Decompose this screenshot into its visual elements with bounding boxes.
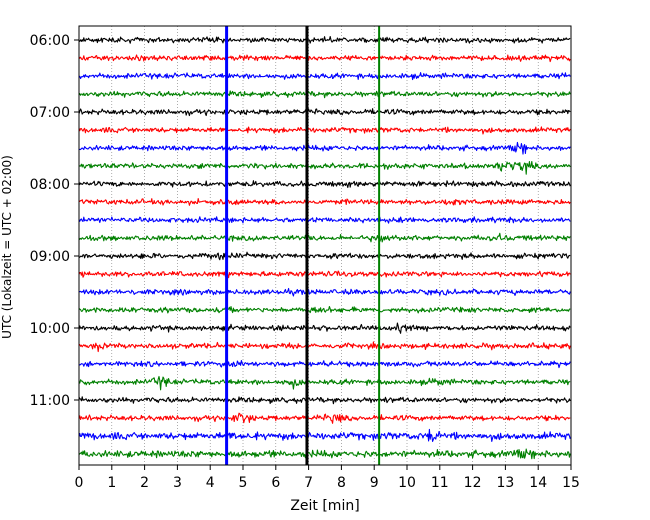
- trace-line: [79, 90, 571, 99]
- x-tick-label: 8: [337, 475, 346, 491]
- y-tick-label: 06:00: [30, 33, 70, 49]
- trace-line: [79, 72, 571, 81]
- trace-line: [79, 322, 571, 334]
- x-tick-label: 12: [464, 475, 482, 491]
- trace-line: [79, 216, 571, 224]
- persistent-spikes: [225, 26, 381, 465]
- trace-line: [79, 251, 571, 261]
- x-tick-label: 10: [398, 475, 416, 491]
- plot-frame: [78, 25, 572, 466]
- x-tick-label: 14: [529, 475, 547, 491]
- trace-line: [79, 141, 571, 155]
- trace-line: [79, 180, 571, 189]
- y-tick-label: 09:00: [30, 249, 70, 265]
- grid-lines: [111, 26, 539, 465]
- trace-line: [79, 448, 571, 460]
- x-tick-label: 0: [75, 475, 84, 491]
- trace-line: [79, 305, 571, 314]
- x-axis-label: Zeit [min]: [290, 498, 359, 514]
- y-tick-label: 11:00: [30, 393, 70, 409]
- y-axis-label: UTC (Lokalzeit = UTC + 02:00): [0, 155, 14, 339]
- trace-lines: [79, 35, 571, 460]
- x-tick-label: 6: [271, 475, 280, 491]
- trace-line: [79, 160, 571, 175]
- y-axis-ticks: 06:00 07:00 08:00 09:00 10:00 11:00: [30, 33, 79, 409]
- y-tick-label: 08:00: [30, 177, 70, 193]
- y-tick-label: 10:00: [30, 321, 70, 337]
- trace-line: [79, 375, 571, 391]
- x-tick-label: 2: [140, 475, 149, 491]
- x-tick-label: 1: [107, 475, 116, 491]
- x-tick-label: 9: [370, 475, 379, 491]
- trace-line: [79, 396, 571, 405]
- trace-line: [79, 54, 571, 63]
- trace-line: [79, 428, 571, 442]
- trace-line: [79, 270, 571, 279]
- x-tick-label: 5: [239, 475, 248, 491]
- y-tick-label: 07:00: [30, 105, 70, 121]
- x-tick-label: 15: [562, 475, 580, 491]
- trace-line: [79, 341, 571, 353]
- trace-line: [79, 126, 571, 135]
- x-tick-label: 3: [173, 475, 182, 491]
- trace-line: [79, 412, 571, 424]
- trace-line: [79, 35, 571, 44]
- x-tick-label: 7: [304, 475, 313, 491]
- trace-line: [79, 287, 571, 297]
- trace-line: [79, 198, 571, 206]
- x-tick-label: 13: [496, 475, 514, 491]
- trace-line: [79, 359, 571, 369]
- trace-line: [79, 232, 571, 243]
- x-tick-label: 11: [431, 475, 449, 491]
- trace-line: [79, 108, 571, 117]
- x-tick-label: 4: [206, 475, 215, 491]
- x-axis-ticks: 0 1 2 3 4 5 6 7 8 9 10 11 12 13 14 15: [75, 465, 580, 491]
